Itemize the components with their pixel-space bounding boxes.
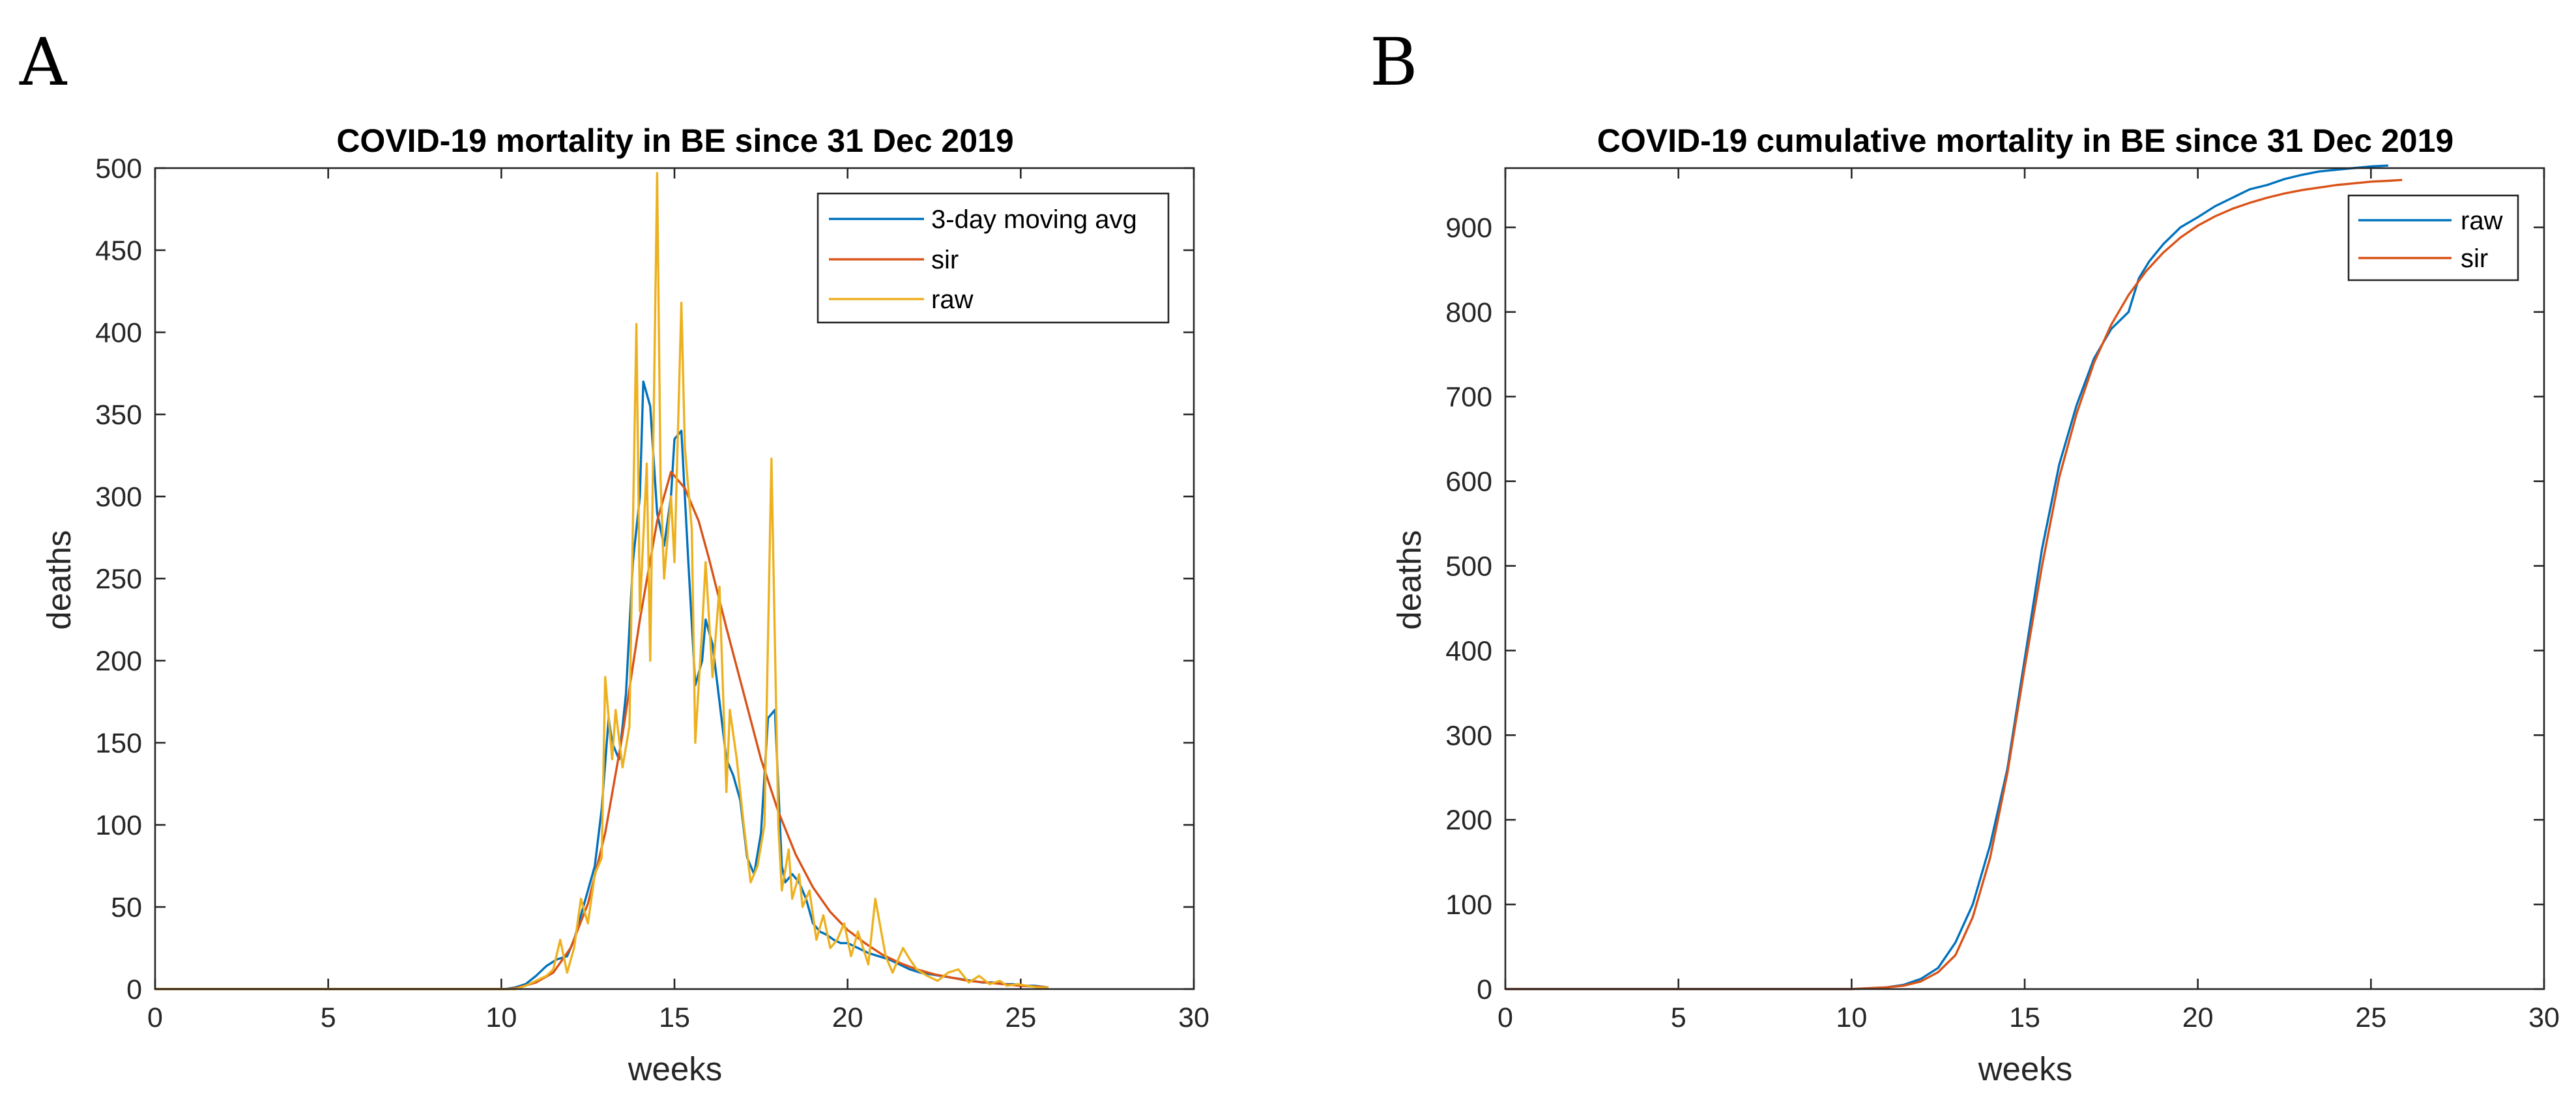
series-line-raw [1505, 164, 2388, 990]
axes-box-a [154, 167, 1195, 990]
y-tick-label: 0 [126, 974, 142, 1005]
x-tick-label: 0 [147, 1002, 163, 1033]
legend-label-sir: sir [931, 246, 959, 274]
series-line-3-day-moving-avg [155, 380, 1049, 990]
y-tick-label: 0 [1477, 974, 1492, 1005]
legend-label-sir-cumulative: sir [2461, 244, 2488, 273]
x-tick-label: 5 [321, 1002, 336, 1033]
y-tick-label: 450 [95, 235, 142, 266]
y-tick-label: 50 [111, 892, 142, 923]
axes-box-b [1504, 167, 2545, 990]
x-tick-label: 20 [2182, 1002, 2214, 1033]
ticks-a: 0 5 10 15 20 25 300501001502002503003504004505… [95, 153, 1209, 1033]
y-tick-label: 250 [95, 564, 142, 595]
y-tick-label: 300 [1445, 720, 1492, 751]
legend-label-raw-cumulative: raw [2461, 207, 2503, 235]
y-tick-label: 400 [1445, 635, 1492, 667]
x-tick-label: 15 [659, 1002, 690, 1033]
x-tick-label: 30 [1178, 1002, 1209, 1033]
legend-label-raw: raw [931, 285, 974, 314]
y-tick-label: 300 [95, 482, 142, 513]
y-tick-label: 200 [1445, 805, 1492, 836]
legend-a: 3-day moving avg sir raw [817, 192, 1170, 324]
y-tick-label: 800 [1445, 297, 1492, 328]
series-group-b [1505, 164, 2403, 990]
x-axis-label-a: weeks [628, 1050, 723, 1087]
y-tick-label: 100 [1445, 889, 1492, 921]
x-tick-label: 20 [832, 1002, 863, 1033]
x-tick-label: 25 [1005, 1002, 1036, 1033]
legend-box-a [817, 192, 1170, 324]
panel-a: A COVID-19 mortality in BE since 31 Dec … [19, 24, 1209, 1087]
legend-box-b [2347, 194, 2519, 281]
x-tick-label: 25 [2355, 1002, 2386, 1033]
chart-title-a: COVID-19 mortality in BE since 31 Dec 20… [336, 122, 1013, 159]
series-group-a [155, 171, 1049, 990]
series-line-sir [1505, 179, 2403, 990]
x-tick-label: 10 [485, 1002, 517, 1033]
legend-b: raw sir [2347, 194, 2519, 281]
x-tick-label: 30 [2528, 1002, 2560, 1033]
series-line-raw [155, 171, 1049, 990]
x-axis-label-b: weeks [1978, 1050, 2073, 1087]
y-axis-label-a: deaths [40, 530, 78, 629]
panel-letter-a: A [19, 24, 68, 100]
y-tick-label: 500 [95, 153, 142, 184]
y-axis-label-b: deaths [1391, 530, 1428, 629]
y-tick-label: 400 [95, 317, 142, 349]
y-tick-label: 600 [1445, 467, 1492, 498]
y-tick-label: 150 [95, 728, 142, 759]
x-tick-label: 10 [1836, 1002, 1867, 1033]
y-tick-label: 500 [1445, 551, 1492, 582]
y-tick-label: 200 [95, 646, 142, 677]
panel-letter-b: B [1370, 24, 1418, 100]
y-tick-label: 350 [95, 399, 142, 431]
series-line-sir [155, 470, 1049, 990]
y-tick-label: 100 [95, 810, 142, 841]
y-tick-label: 900 [1445, 212, 1492, 244]
y-tick-label: 700 [1445, 382, 1492, 413]
x-tick-label: 15 [2009, 1002, 2040, 1033]
chart-title-b: COVID-19 cumulative mortality in BE sinc… [1597, 122, 2453, 159]
x-tick-label: 5 [1671, 1002, 1686, 1033]
legend-label-moving-avg: 3-day moving avg [931, 205, 1137, 234]
panel-b: B COVID-19 cumulative mortality in BE si… [1370, 24, 2560, 1087]
x-tick-label: 0 [1498, 1002, 1513, 1033]
